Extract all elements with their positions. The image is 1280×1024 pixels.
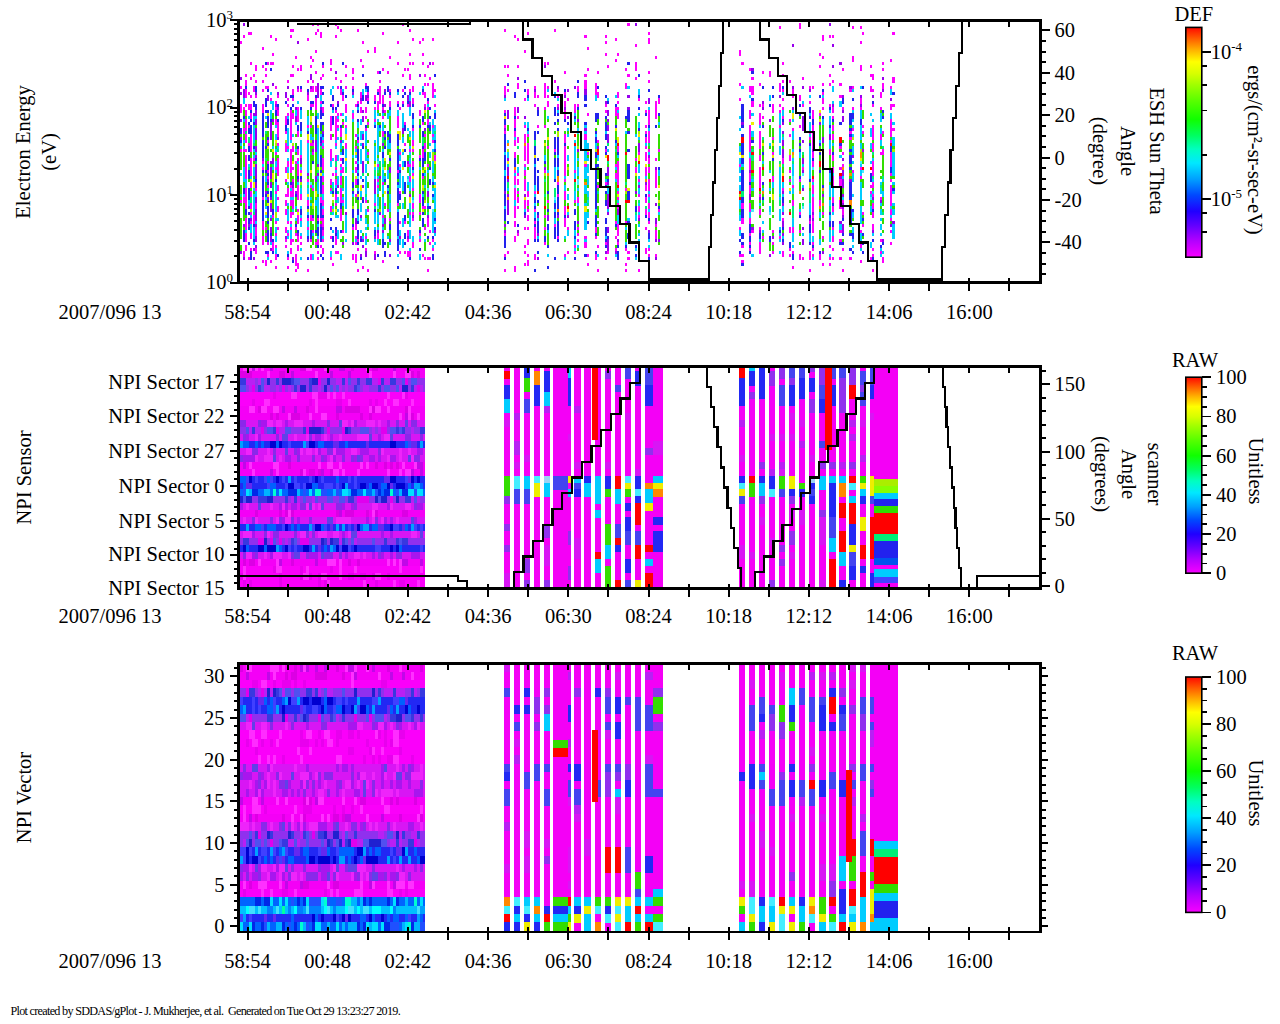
svg-text:80: 80	[1216, 405, 1237, 427]
svg-text:06:30: 06:30	[545, 605, 592, 627]
svg-text:NPI Sector 17: NPI Sector 17	[108, 371, 224, 393]
svg-text:(eV): (eV)	[38, 133, 61, 171]
svg-text:Angle: Angle	[1117, 449, 1140, 499]
svg-text:02:42: 02:42	[385, 950, 432, 972]
svg-text:Angle: Angle	[1116, 126, 1139, 176]
svg-text:20: 20	[1055, 104, 1076, 126]
svg-text:02:42: 02:42	[385, 301, 432, 323]
svg-text:scanner: scanner	[1144, 443, 1166, 506]
svg-text:NPI Sector 0: NPI Sector 0	[119, 475, 225, 497]
svg-text:12:12: 12:12	[786, 950, 833, 972]
svg-text:(degree): (degree)	[1088, 117, 1111, 185]
svg-text:NPI Sector 5: NPI Sector 5	[119, 510, 225, 532]
svg-text:100: 100	[1216, 666, 1247, 688]
svg-text:58:54: 58:54	[224, 301, 271, 323]
svg-text:NPI Sector 22: NPI Sector 22	[108, 405, 224, 427]
svg-text:16:00: 16:00	[946, 605, 993, 627]
svg-text:04:36: 04:36	[465, 605, 512, 627]
svg-text:10:18: 10:18	[705, 301, 752, 323]
svg-text:0: 0	[1055, 575, 1065, 597]
svg-text:2007/096 13: 2007/096 13	[58, 301, 161, 323]
svg-text:80: 80	[1216, 713, 1237, 735]
svg-text:08:24: 08:24	[625, 301, 672, 323]
svg-text:100: 100	[1055, 441, 1086, 463]
svg-text:NPI Vector: NPI Vector	[13, 752, 35, 843]
svg-text:Electron Energy: Electron Energy	[12, 85, 35, 219]
svg-text:60: 60	[1055, 19, 1076, 41]
svg-text:02:42: 02:42	[385, 605, 432, 627]
svg-text:14:06: 14:06	[866, 605, 913, 627]
svg-text:5: 5	[214, 874, 224, 896]
svg-text:Plot created by SDDAS/gPlot -: Plot created by SDDAS/gPlot - J. Mukherj…	[11, 1004, 401, 1018]
svg-text:Unitless: Unitless	[1245, 759, 1267, 826]
svg-text:40: 40	[1216, 807, 1237, 829]
svg-text:NPI Sector 27: NPI Sector 27	[108, 440, 224, 462]
svg-text:0: 0	[1055, 147, 1065, 169]
svg-text:2007/096 13: 2007/096 13	[58, 950, 161, 972]
svg-text:0: 0	[1216, 562, 1226, 584]
svg-text:12:12: 12:12	[786, 301, 833, 323]
svg-text:06:30: 06:30	[545, 301, 592, 323]
svg-text:-40: -40	[1055, 231, 1082, 253]
svg-text:NPI Sensor: NPI Sensor	[13, 430, 35, 524]
svg-text:40: 40	[1216, 484, 1237, 506]
svg-text:04:36: 04:36	[465, 950, 512, 972]
svg-text:10:18: 10:18	[705, 950, 752, 972]
svg-text:15: 15	[204, 790, 225, 812]
svg-text:08:24: 08:24	[625, 950, 672, 972]
svg-text:ergs/(cm²-sr-sec-eV): ergs/(cm²-sr-sec-eV)	[1243, 65, 1266, 234]
svg-text:06:30: 06:30	[545, 950, 592, 972]
svg-text:08:24: 08:24	[625, 605, 672, 627]
svg-text:16:00: 16:00	[946, 301, 993, 323]
svg-text:NPI Sector 15: NPI Sector 15	[108, 577, 224, 599]
svg-text:2007/096 13: 2007/096 13	[58, 605, 161, 627]
svg-text:(degrees): (degrees)	[1090, 436, 1113, 512]
svg-text:00:48: 00:48	[304, 301, 351, 323]
svg-text:Unitless: Unitless	[1245, 437, 1267, 504]
svg-text:10: 10	[204, 832, 225, 854]
svg-text:60: 60	[1216, 760, 1237, 782]
svg-text:30: 30	[204, 665, 225, 687]
svg-text:100: 100	[1216, 366, 1247, 388]
svg-text:00:48: 00:48	[304, 950, 351, 972]
svg-text:16:00: 16:00	[946, 950, 993, 972]
svg-text:10:18: 10:18	[705, 605, 752, 627]
svg-text:14:06: 14:06	[866, 950, 913, 972]
svg-text:60: 60	[1216, 445, 1237, 467]
svg-text:00:48: 00:48	[304, 605, 351, 627]
svg-text:RAW: RAW	[1172, 349, 1219, 371]
svg-text:12:12: 12:12	[786, 605, 833, 627]
svg-text:14:06: 14:06	[866, 301, 913, 323]
svg-text:04:36: 04:36	[465, 301, 512, 323]
svg-text:50: 50	[1055, 508, 1076, 530]
svg-text:DEF: DEF	[1174, 3, 1213, 25]
svg-text:ESH Sun Theta: ESH Sun Theta	[1146, 87, 1168, 214]
svg-text:150: 150	[1055, 373, 1086, 395]
svg-text:58:54: 58:54	[224, 950, 271, 972]
svg-text:-20: -20	[1055, 189, 1082, 211]
svg-text:0: 0	[214, 915, 224, 937]
svg-text:0: 0	[1216, 901, 1226, 923]
svg-text:20: 20	[204, 749, 225, 771]
svg-text:RAW: RAW	[1172, 642, 1219, 664]
svg-text:20: 20	[1216, 854, 1237, 876]
svg-text:NPI Sector 10: NPI Sector 10	[108, 543, 224, 565]
svg-text:40: 40	[1055, 62, 1076, 84]
svg-text:58:54: 58:54	[224, 605, 271, 627]
svg-text:20: 20	[1216, 523, 1237, 545]
svg-text:25: 25	[204, 707, 225, 729]
